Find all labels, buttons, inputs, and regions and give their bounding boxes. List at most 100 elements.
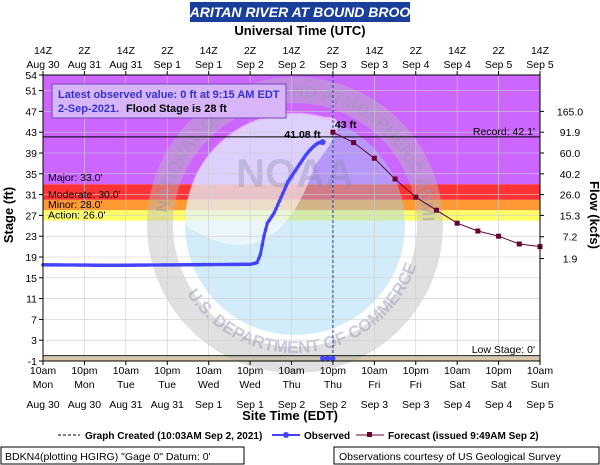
peak-forecast-label: 43 ft — [335, 119, 357, 131]
x-tick-date: Sep 1 — [236, 399, 264, 411]
axes: 10am Mon Aug 30 10pm Mon Aug 30 10am Tue Aug 31 1… — [25, 45, 583, 411]
x-tick-day: Sun — [531, 379, 550, 391]
x-tick-date: Aug 31 — [109, 399, 142, 411]
observed-point — [289, 174, 294, 179]
x-tick-time: 10pm — [237, 365, 264, 377]
observed-point — [286, 179, 290, 184]
x-tick-day: Sat — [491, 379, 507, 391]
y2-tick-label: 7.2 — [563, 232, 578, 244]
legend-observed-label: Observed — [304, 431, 350, 442]
x-tick-time: 10am — [196, 365, 223, 377]
y-axis-title: Stage (ft) — [1, 187, 16, 243]
top-tick-hour: 2Z — [78, 45, 91, 57]
top-tick-date: Sep 2 — [278, 59, 306, 71]
top-tick-hour: 14Z — [448, 45, 467, 57]
observed-point — [281, 191, 285, 196]
y-tick-label: 47 — [25, 106, 37, 118]
y-tick-label: 54 — [25, 70, 37, 82]
y2-tick-label: 165.0 — [557, 106, 583, 118]
y-tick-label: 11 — [26, 294, 37, 306]
x-tick-time: 10am — [278, 365, 305, 377]
chart-title: RARITAN RIVER AT BOUND BROOK — [180, 4, 422, 20]
footer-left-text: BDKN4(plotting HGIRG) "Gage 0" Datum: 0' — [5, 451, 211, 463]
x-tick-time: 10pm — [485, 365, 512, 377]
x-tick-day: Wed — [198, 379, 220, 391]
observed-point — [262, 234, 266, 238]
watermark-ring — [147, 77, 443, 373]
legend-observed-marker — [283, 432, 289, 438]
x-tick-day: Thu — [324, 379, 342, 391]
observed-point — [255, 260, 259, 265]
forecast-point — [516, 241, 522, 247]
observed-point — [320, 355, 326, 361]
top-tick-hour: 14Z — [117, 45, 136, 57]
y2-tick-label: 1.9 — [563, 254, 578, 266]
x-tick-date: Aug 30 — [26, 399, 59, 411]
forecast-point — [413, 194, 419, 200]
x-tick-date: Sep 4 — [443, 399, 471, 411]
record-label: Record: 42.1' — [473, 126, 535, 138]
band-label: Minor: 28.0' — [48, 199, 103, 211]
observed-point — [325, 355, 331, 361]
x-tick-date: Sep 2 — [319, 399, 347, 411]
x-tick-date: Sep 3 — [402, 399, 430, 411]
top-tick-date: Sep 5 — [485, 59, 513, 71]
y-tick-label: 15 — [25, 273, 37, 285]
forecast-point — [392, 176, 398, 182]
legend-forecast-label: Forecast (issued 9:49AM Sep 2) — [388, 431, 539, 442]
x-tick-date: Sep 3 — [361, 399, 389, 411]
top-tick-hour: 14Z — [282, 45, 301, 57]
x-tick-day: Tue — [158, 379, 176, 391]
observed-point — [284, 183, 289, 188]
annotation-line2-flood: Flood Stage is 28 ft — [126, 103, 227, 115]
observed-point — [256, 256, 261, 261]
observed-point — [293, 169, 297, 173]
top-tick-date: Aug 31 — [109, 59, 142, 71]
x-tick-time: 10am — [113, 365, 140, 377]
x-tick-time: 10am — [444, 365, 471, 377]
forecast-point — [351, 140, 357, 146]
y-tick-label: 31 — [25, 190, 37, 202]
observed-point — [291, 172, 296, 176]
annotation-box — [51, 83, 287, 119]
observed-point — [267, 218, 271, 223]
y2-tick-label: 26.0 — [560, 190, 581, 202]
y2-tick-label: 40.2 — [560, 169, 581, 181]
top-tick-hour: 14Z — [34, 45, 53, 57]
reference-lines — [43, 75, 540, 361]
top-tick-hour: 2Z — [327, 45, 340, 57]
observed-point — [275, 203, 280, 207]
chart-labels: Action: 26.0'Minor: 28.0'Moderate: 30.0'… — [48, 119, 535, 356]
title-bar — [190, 2, 410, 22]
x-tick-time: 10am — [527, 365, 554, 377]
top-tick-date: Sep 5 — [526, 59, 554, 71]
top-tick-hour: 14Z — [365, 45, 384, 57]
y-tick-label: 7 — [31, 314, 37, 326]
footer-right-text: Observations courtesy of US Geological S… — [339, 451, 562, 463]
observed-point — [319, 139, 326, 146]
top-tick-date: Sep 4 — [402, 59, 430, 71]
top-tick-date: Sep 1 — [195, 59, 223, 71]
observed-point — [269, 216, 273, 220]
x-tick-time: 10pm — [154, 365, 181, 377]
observed-point — [330, 355, 336, 361]
top-tick-date: Sep 2 — [236, 59, 264, 71]
y-tick-label: 19 — [25, 252, 37, 264]
footer-right-box — [333, 446, 600, 465]
top-tick-date: Sep 4 — [443, 59, 471, 71]
x-tick-day: Fri — [410, 379, 422, 391]
x-tick-time: 10pm — [403, 365, 430, 377]
observed-point — [265, 221, 270, 225]
top-tick-date: Sep 3 — [319, 59, 347, 71]
x-tick-time: 10pm — [320, 365, 347, 377]
forecast-point — [475, 228, 481, 234]
x-tick-date: Sep 2 — [278, 399, 306, 411]
top-tick-date: Sep 3 — [361, 59, 389, 71]
top-tick-hour: 2Z — [161, 45, 174, 57]
top-tick-hour: 14Z — [531, 45, 550, 57]
x-tick-time: 10pm — [71, 365, 98, 377]
observed-point — [298, 161, 302, 166]
band-label: Action: 26.0' — [48, 210, 105, 222]
forecast-point — [330, 129, 336, 135]
